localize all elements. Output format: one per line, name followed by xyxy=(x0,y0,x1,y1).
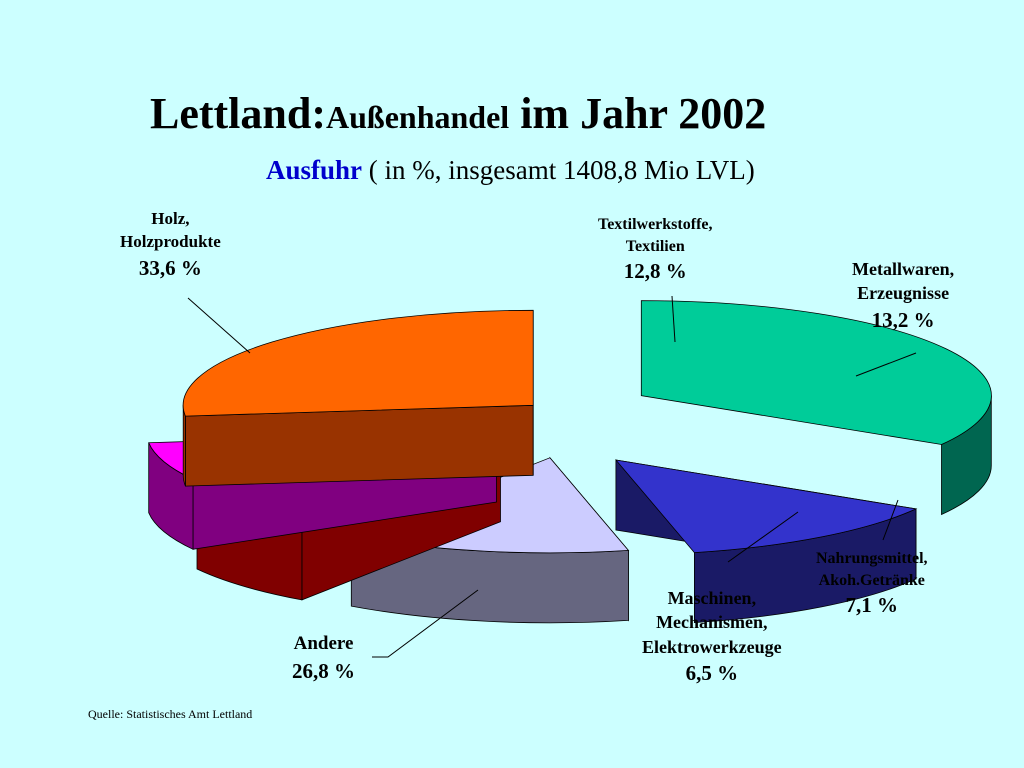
leader-line-andere xyxy=(372,589,479,658)
slice-andere xyxy=(182,309,534,487)
label-metall: Metallwaren, Erzeugnisse 13,2 % xyxy=(852,257,954,334)
label-nahrung-line2: Akoh.Getränke xyxy=(818,571,925,589)
label-maschinen-line1: Maschinen, xyxy=(667,588,757,608)
slice-textil xyxy=(614,459,918,624)
leader-line-nahrung xyxy=(882,499,899,541)
subtitle-strong: Ausfuhr xyxy=(266,155,363,185)
leader-line-holz xyxy=(187,297,251,354)
slice-andere-side xyxy=(182,405,186,487)
leader-line-maschinen xyxy=(727,511,799,563)
label-nahrung-line1: Nahrungsmittel, xyxy=(816,550,928,567)
label-maschinen-line2: Mechanismen, xyxy=(656,612,768,633)
label-andere: Andere 26,8 % xyxy=(292,631,355,685)
label-andere-value: 26,8 % xyxy=(292,658,355,683)
title-part-3: im Jahr 2002 xyxy=(509,89,767,138)
title-part-1: Lettland: xyxy=(150,89,326,138)
label-textil-value: 12,8 % xyxy=(623,259,687,284)
label-textil-line1: Textilwerkstoffe, xyxy=(598,216,713,233)
label-maschinen-line3: Elektrowerkzeuge xyxy=(642,636,782,657)
slice-andere-top xyxy=(182,309,534,417)
label-metall-line1: Metallwaren, xyxy=(852,259,955,279)
label-nahrung-value: 7,1 % xyxy=(845,593,899,618)
source-note: Quelle: Statistisches Amt Lettland xyxy=(88,707,253,721)
label-holz-line2: Holzprodukte xyxy=(120,231,221,251)
chart-subtitle: Ausfuhr ( in %, insgesamt 1408,8 Mio LVL… xyxy=(266,155,755,186)
label-textil: Textilwerkstoffe, Textilien 12,8 % xyxy=(598,214,713,286)
title-part-2: Außenhandel xyxy=(326,99,510,135)
chart-title: Lettland:Außenhandel im Jahr 2002 xyxy=(150,88,766,139)
slice-holz-top xyxy=(640,300,992,445)
label-nahrung: Nahrungsmittel, Akoh.Getränke 7,1 % xyxy=(816,548,928,620)
leader-line-textil xyxy=(671,295,676,343)
label-holz-value: 33,6 % xyxy=(138,255,202,280)
label-metall-value: 13,2 % xyxy=(871,307,935,332)
label-metall-line2: Erzeugnisse xyxy=(857,283,950,304)
label-holz-line1: Holz, xyxy=(151,209,190,228)
label-textil-line2: Textilien xyxy=(625,237,685,255)
label-andere-line1: Andere xyxy=(293,633,354,654)
leader-line-metall xyxy=(855,352,917,377)
subtitle-rest: ( in %, insgesamt 1408,8 Mio LVL) xyxy=(362,155,755,185)
pie-slices xyxy=(148,300,992,624)
leader-lines xyxy=(187,295,917,658)
label-maschinen-value: 6,5 % xyxy=(685,660,739,685)
label-maschinen: Maschinen, Mechanismen, Elektrowerkzeuge… xyxy=(642,586,782,687)
label-holz: Holz, Holzprodukte 33,6 % xyxy=(120,208,221,282)
slice-textil-top xyxy=(614,459,918,554)
slice-andere-cut-face xyxy=(185,404,534,487)
slice-holz xyxy=(640,300,992,516)
